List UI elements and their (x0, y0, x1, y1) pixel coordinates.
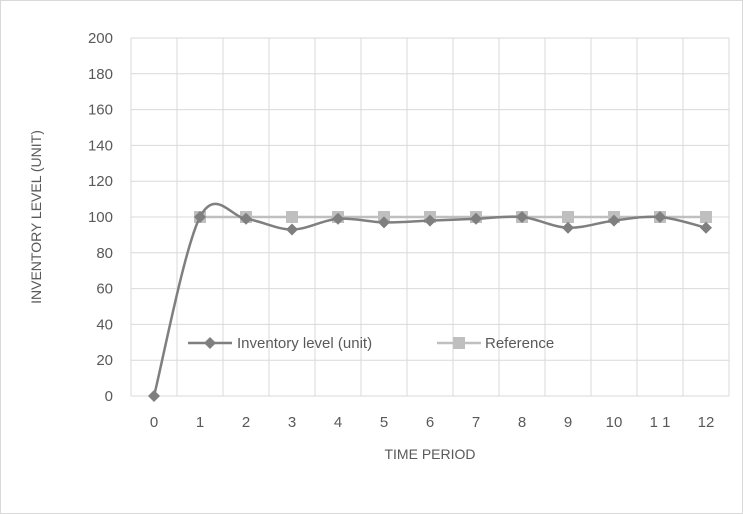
reference-point (562, 211, 574, 223)
y-tick-label: 140 (88, 137, 113, 154)
reference-point (286, 211, 298, 223)
y-tick-label: 200 (88, 30, 113, 47)
x-axis-title: TIME PERIOD (384, 446, 475, 462)
inventory-point (148, 390, 160, 402)
series (148, 202, 712, 402)
legend-item: Reference (437, 335, 554, 352)
x-tick-label: 9 (564, 414, 572, 431)
legend-marker (204, 337, 216, 349)
x-tick-label: 5 (380, 414, 388, 431)
inventory-point (654, 211, 666, 223)
inventory-point (194, 211, 206, 223)
x-tick-label: 10 (606, 414, 623, 431)
legend-label: Reference (485, 335, 554, 352)
y-tick-label: 20 (96, 352, 113, 369)
x-tick-label: 1 (196, 414, 204, 431)
y-tick-label: 60 (96, 281, 113, 298)
x-tick-label: 12 (698, 414, 715, 431)
legend-marker (453, 337, 465, 349)
inventory-point (700, 221, 712, 234)
legend-label: Inventory level (unit) (237, 335, 372, 352)
series-line (152, 202, 707, 397)
x-tick-label: 3 (288, 414, 296, 431)
x-tick-label: 8 (518, 414, 526, 431)
x-tick-label: 2 (242, 414, 250, 431)
inventory-point (562, 221, 574, 234)
inventory-point (470, 212, 482, 225)
inventory-point (608, 214, 620, 227)
y-tick-label: 80 (96, 245, 113, 262)
x-tick-label: 1 1 (650, 414, 671, 431)
legend: Inventory level (unit) Reference (188, 335, 554, 352)
y-tick-label: 180 (88, 66, 113, 83)
inventory-point (516, 211, 528, 223)
inventory-point (378, 216, 390, 229)
reference-point (700, 211, 712, 223)
series-markers (148, 211, 712, 402)
x-tick-label: 7 (472, 414, 480, 431)
x-tick-label: 0 (150, 414, 158, 431)
x-tick-label: 6 (426, 414, 434, 431)
y-tick-label: 100 (88, 209, 113, 226)
x-axis-ticks: 0 1 2 3 4 5 6 7 8 9 10 1 1 12 (150, 414, 715, 431)
y-axis-title: INVENTORY LEVEL (UNIT) (28, 130, 44, 304)
inventory-point (424, 214, 436, 227)
legend-item: Inventory level (unit) (188, 335, 372, 352)
y-tick-label: 40 (96, 316, 113, 333)
y-axis-ticks: 0 20 40 60 80 100 120 140 160 180 200 (88, 30, 113, 405)
x-tick-label: 4 (334, 414, 342, 431)
y-tick-label: 120 (88, 173, 113, 190)
inventory-point (286, 223, 298, 236)
inventory-point (240, 212, 252, 225)
y-tick-label: 0 (105, 388, 113, 405)
inventory-point (332, 212, 344, 225)
y-tick-label: 160 (88, 102, 113, 119)
